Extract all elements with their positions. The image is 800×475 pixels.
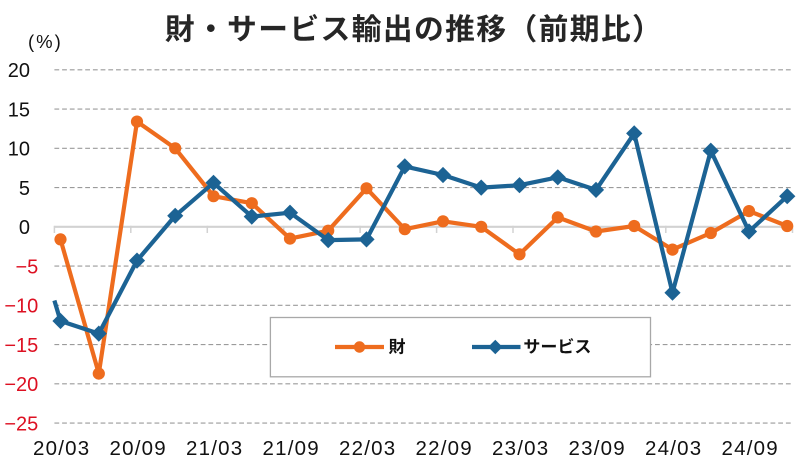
svg-text:24/03: 24/03 bbox=[645, 437, 702, 460]
svg-text:−25: −25 bbox=[4, 413, 38, 435]
svg-text:24/09: 24/09 bbox=[722, 437, 779, 460]
svg-text:−20: −20 bbox=[4, 374, 38, 396]
svg-text:21/03: 21/03 bbox=[186, 437, 243, 460]
svg-text:5: 5 bbox=[19, 178, 30, 200]
svg-text:0: 0 bbox=[19, 217, 30, 239]
svg-text:22/03: 22/03 bbox=[339, 437, 396, 460]
svg-text:20/03: 20/03 bbox=[33, 437, 90, 460]
svg-text:23/09: 23/09 bbox=[569, 437, 626, 460]
svg-text:21/09: 21/09 bbox=[263, 437, 320, 460]
svg-text:10: 10 bbox=[8, 139, 30, 161]
svg-text:−5: −5 bbox=[15, 256, 38, 278]
svg-text:(%): (%) bbox=[28, 31, 63, 52]
svg-text:20/09: 20/09 bbox=[110, 437, 167, 460]
svg-text:23/03: 23/03 bbox=[492, 437, 549, 460]
svg-text:20: 20 bbox=[8, 60, 30, 82]
svg-text:−10: −10 bbox=[4, 296, 38, 318]
svg-text:22/09: 22/09 bbox=[416, 437, 473, 460]
svg-text:15: 15 bbox=[8, 99, 30, 121]
svg-text:−15: −15 bbox=[4, 335, 38, 357]
